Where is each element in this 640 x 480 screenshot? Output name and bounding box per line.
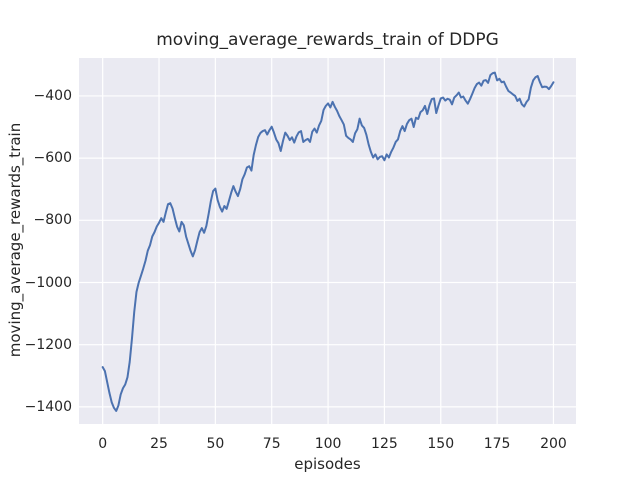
y-tick-label: −800 xyxy=(33,212,72,229)
y-tick-label: −1000 xyxy=(24,274,72,291)
x-tick-label: 50 xyxy=(206,436,225,452)
plot-area xyxy=(79,58,576,424)
x-tick-label: 0 xyxy=(98,436,108,452)
x-tick-label: 125 xyxy=(371,436,398,452)
y-tick-label: −1400 xyxy=(24,398,72,415)
x-tick-label: 25 xyxy=(150,436,168,452)
series-line xyxy=(101,71,555,412)
x-axis-label: episodes xyxy=(294,455,361,473)
x-tick-label: 75 xyxy=(262,436,281,452)
x-tick-label: 200 xyxy=(540,436,567,452)
x-tick-label: 175 xyxy=(483,436,511,452)
x-tick-label: 150 xyxy=(427,436,455,452)
y-tick-label: −400 xyxy=(33,87,72,104)
y-tick-label: −600 xyxy=(33,150,72,167)
y-tick-label: −1200 xyxy=(24,336,72,353)
x-tick-label: 100 xyxy=(314,436,342,452)
chart-title: moving_average_rewards_train of DDPG xyxy=(156,30,499,50)
